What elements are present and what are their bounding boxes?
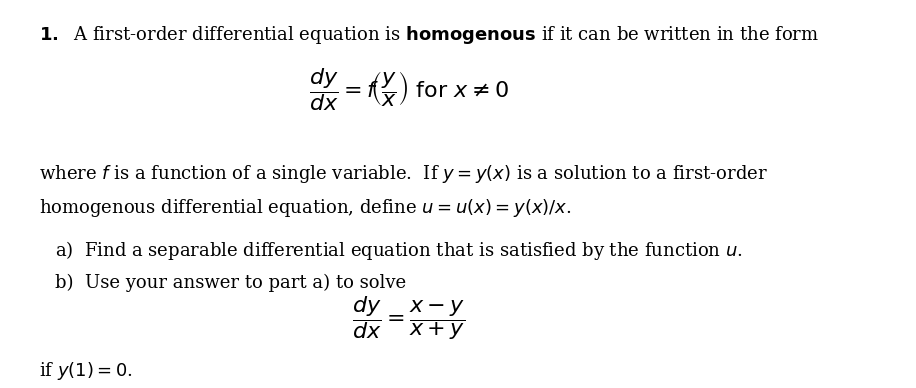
Text: a)  Find a separable differential equation that is satisfied by the function $u$: a) Find a separable differential equatio… [55, 239, 743, 262]
Text: $\dfrac{dy}{dx} = \dfrac{x - y}{x + y}$: $\dfrac{dy}{dx} = \dfrac{x - y}{x + y}$ [352, 294, 465, 343]
Text: homogenous differential equation, define $u = u(x) = y(x)/x$.: homogenous differential equation, define… [39, 197, 572, 219]
Text: where $f$ is a function of a single variable.  If $y = y(x)$ is a solution to a : where $f$ is a function of a single vari… [39, 163, 769, 185]
Text: b)  Use your answer to part a) to solve: b) Use your answer to part a) to solve [55, 274, 407, 292]
Text: $\dfrac{dy}{dx} = f\!\left(\dfrac{y}{x}\right)\ \mathrm{for}\ x \neq 0$: $\dfrac{dy}{dx} = f\!\left(\dfrac{y}{x}\… [309, 67, 508, 113]
Text: if $y(1) = 0$.: if $y(1) = 0$. [39, 360, 133, 382]
Text: $\mathbf{1.}$  A first-order differential equation is $\mathbf{homogenous}$ if i: $\mathbf{1.}$ A first-order differential… [39, 24, 819, 46]
